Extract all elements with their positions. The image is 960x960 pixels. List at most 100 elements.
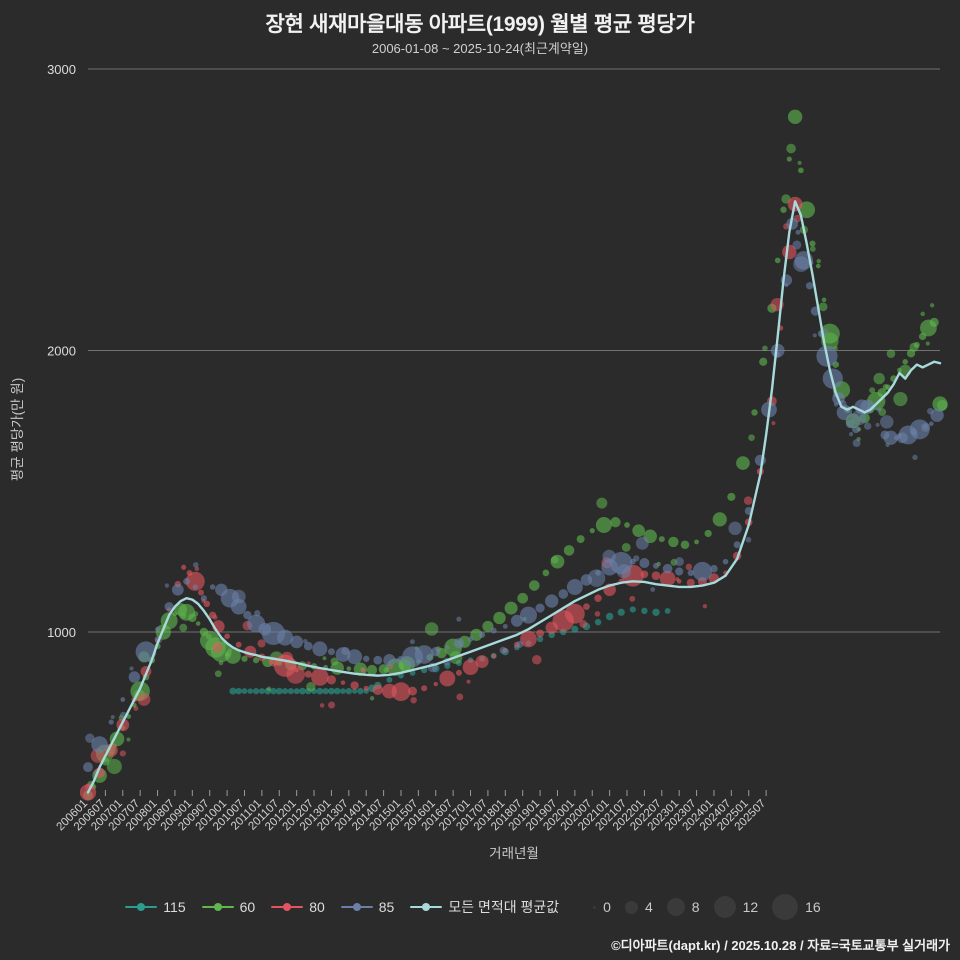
data-point bbox=[902, 359, 908, 365]
data-point bbox=[192, 562, 199, 568]
size-legend-item: 8 bbox=[666, 898, 700, 916]
data-point bbox=[445, 645, 450, 650]
data-point bbox=[784, 283, 789, 288]
data-point bbox=[653, 562, 659, 569]
size-legend-item: 0 bbox=[593, 899, 611, 915]
data-point bbox=[929, 317, 939, 327]
data-point bbox=[805, 282, 814, 290]
data-point bbox=[328, 687, 335, 695]
data-point bbox=[192, 584, 198, 590]
data-point bbox=[470, 628, 483, 641]
data-point bbox=[798, 201, 816, 219]
legend-item-115[interactable]: 115 bbox=[125, 899, 186, 915]
data-point bbox=[594, 611, 601, 617]
data-point bbox=[502, 623, 508, 629]
page-subtitle: 2006-01-08 ~ 2025-10-24(최근계약일) bbox=[371, 41, 589, 56]
data-point bbox=[231, 589, 246, 604]
data-point bbox=[576, 535, 585, 544]
data-point bbox=[566, 578, 583, 595]
data-point bbox=[466, 679, 471, 684]
data-point bbox=[363, 685, 369, 691]
data-point bbox=[214, 670, 222, 678]
data-point bbox=[328, 701, 336, 709]
data-point bbox=[751, 409, 758, 416]
legend-item-60[interactable]: 60 bbox=[201, 899, 255, 915]
data-point bbox=[745, 536, 752, 543]
legend-marker-icon bbox=[271, 900, 304, 914]
data-point bbox=[183, 577, 190, 585]
data-point bbox=[882, 384, 889, 391]
data-point bbox=[456, 616, 462, 622]
data-point bbox=[702, 604, 708, 609]
data-point bbox=[517, 592, 529, 604]
data-point bbox=[366, 664, 378, 676]
data-point bbox=[873, 372, 885, 385]
data-point bbox=[510, 614, 523, 627]
data-point bbox=[885, 442, 890, 448]
size-legend-item: 16 bbox=[772, 894, 821, 920]
data-point bbox=[281, 688, 289, 695]
data-point bbox=[373, 655, 383, 665]
data-point bbox=[587, 569, 606, 587]
data-point bbox=[85, 733, 95, 743]
data-point bbox=[786, 156, 792, 162]
data-point bbox=[564, 603, 585, 624]
data-point bbox=[475, 655, 489, 669]
series-80 bbox=[79, 196, 803, 801]
data-point bbox=[771, 421, 776, 426]
size-legend-label: 12 bbox=[742, 899, 759, 915]
data-point bbox=[504, 601, 518, 615]
data-point bbox=[921, 422, 931, 432]
legend-item-모든 면적대 평균값[interactable]: 모든 면적대 평균값 bbox=[410, 897, 559, 917]
data-point bbox=[516, 640, 524, 648]
data-point bbox=[605, 612, 614, 621]
legend-marker-icon bbox=[340, 900, 373, 914]
data-point bbox=[815, 263, 821, 269]
data-point bbox=[880, 415, 894, 429]
data-point bbox=[851, 410, 867, 426]
data-point bbox=[869, 387, 876, 394]
data-point bbox=[293, 688, 300, 695]
data-point bbox=[596, 497, 608, 509]
data-point bbox=[550, 555, 559, 564]
data-point bbox=[795, 229, 801, 235]
data-point bbox=[712, 512, 727, 527]
data-point bbox=[617, 608, 625, 616]
data-point bbox=[275, 687, 283, 695]
data-point bbox=[668, 536, 679, 548]
data-point bbox=[809, 240, 816, 247]
average-line bbox=[86, 200, 942, 794]
data-point bbox=[493, 611, 506, 625]
legend-item-85[interactable]: 85 bbox=[340, 899, 394, 915]
data-point bbox=[710, 564, 718, 573]
data-point bbox=[759, 357, 768, 366]
size-legend-item: 4 bbox=[624, 899, 653, 915]
data-point bbox=[680, 540, 690, 550]
data-point bbox=[357, 687, 364, 695]
data-point bbox=[414, 645, 434, 664]
data-point bbox=[629, 595, 636, 602]
data-point bbox=[816, 258, 821, 264]
data-point bbox=[780, 206, 787, 213]
data-point bbox=[748, 434, 755, 441]
data-point bbox=[793, 256, 809, 272]
data-point bbox=[252, 687, 260, 695]
data-point bbox=[243, 610, 252, 620]
data-point bbox=[545, 594, 559, 608]
data-point bbox=[579, 620, 588, 628]
data-point bbox=[198, 589, 204, 596]
bubble-size-legend: 0 4 8 12 16 bbox=[593, 894, 835, 920]
data-point bbox=[743, 496, 753, 505]
data-point bbox=[395, 658, 401, 664]
data-point bbox=[936, 399, 948, 411]
size-legend-label: 16 bbox=[805, 899, 821, 915]
data-point bbox=[91, 736, 108, 753]
data-point bbox=[322, 687, 329, 695]
data-point bbox=[754, 454, 766, 466]
chart-legend: 115 60 80 85 모든 면적대 평균값 0 4 8 12 16 bbox=[0, 890, 960, 924]
legend-item-80[interactable]: 80 bbox=[271, 899, 325, 915]
data-point bbox=[209, 584, 216, 590]
data-point bbox=[675, 557, 684, 567]
data-point bbox=[786, 143, 796, 154]
data-point bbox=[287, 688, 294, 695]
